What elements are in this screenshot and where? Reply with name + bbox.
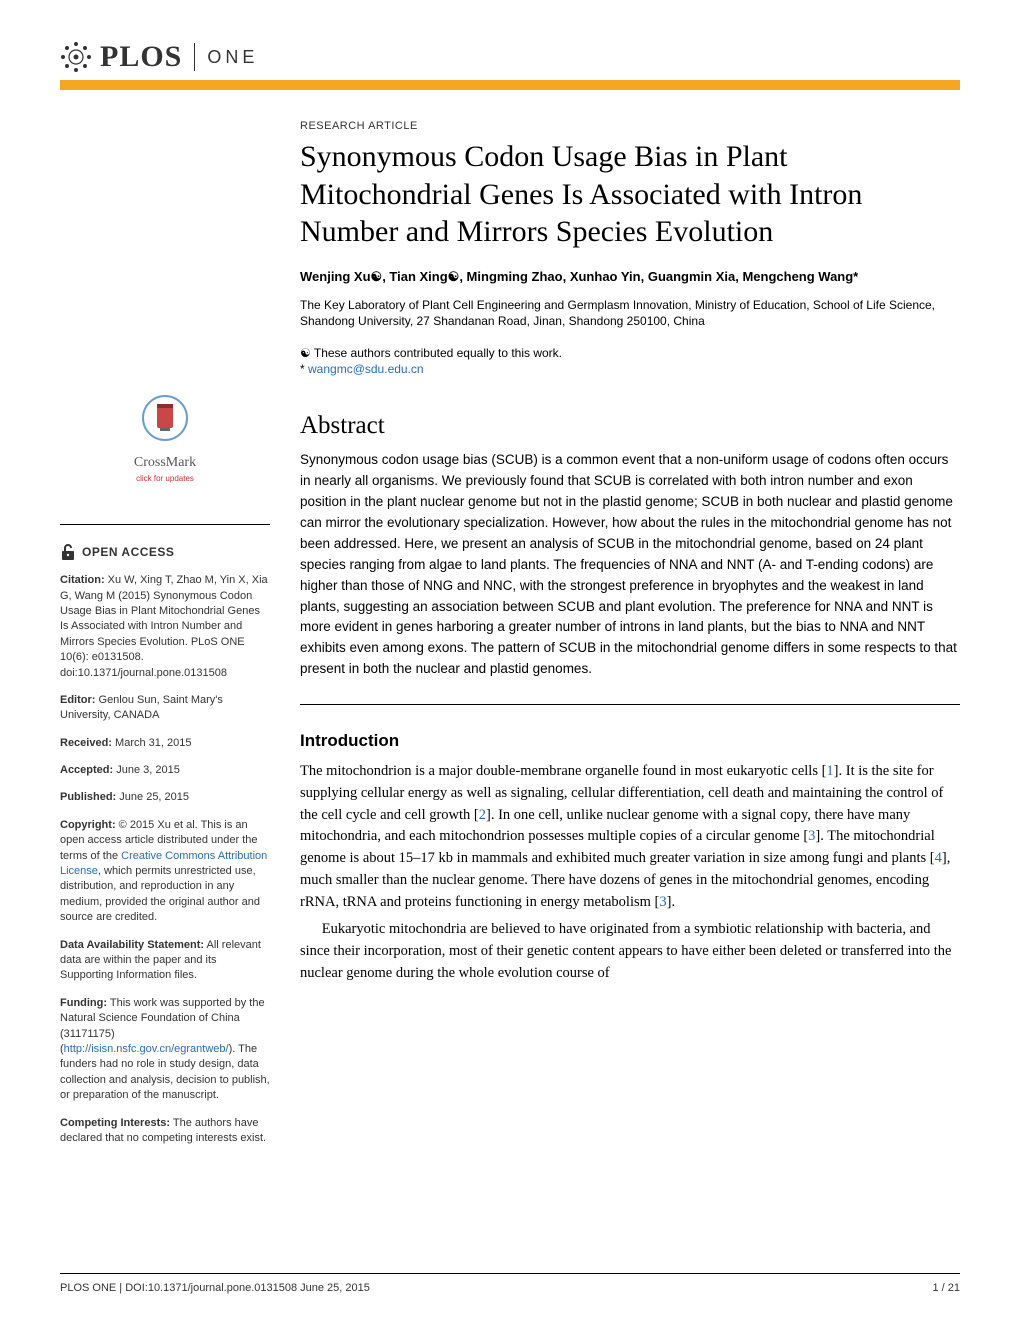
journal-header: PLOS ONE xyxy=(60,40,960,74)
header-divider xyxy=(194,43,195,71)
citation-text: Xu W, Xing T, Zhao M, Yin X, Xia G, Wang… xyxy=(60,574,268,678)
copyright-block: Copyright: © 2015 Xu et al. This is an o… xyxy=(60,818,270,926)
citation-block: Citation: Xu W, Xing T, Zhao M, Yin X, X… xyxy=(60,573,270,681)
intro-heading: Introduction xyxy=(300,731,960,751)
intro-p1-a: The mitochondrion is a major double-memb… xyxy=(300,763,826,779)
received-block: Received: March 31, 2015 xyxy=(60,736,270,751)
intro-paragraph-2: Eukaryotic mitochondria are believed to … xyxy=(300,919,960,984)
crossmark-icon xyxy=(142,390,188,446)
abstract-text: Synonymous codon usage bias (SCUB) is a … xyxy=(300,450,960,680)
crossmark-badge[interactable]: CrossMark click for updates xyxy=(60,390,270,484)
plos-logo: PLOS xyxy=(60,40,182,74)
published-label: Published: xyxy=(60,791,116,803)
accent-bar xyxy=(60,80,960,90)
crossmark-sublabel: click for updates xyxy=(60,473,270,484)
competing-label: Competing Interests: xyxy=(60,1117,170,1129)
open-access-label: OPEN ACCESS xyxy=(82,544,174,561)
open-lock-icon xyxy=(60,543,76,561)
ref-link-4[interactable]: 4 xyxy=(935,850,942,866)
funding-label: Funding: xyxy=(60,997,107,1009)
journal-name: ONE xyxy=(207,47,258,68)
open-access-row: OPEN ACCESS xyxy=(60,543,270,561)
received-label: Received: xyxy=(60,737,112,749)
correspondence-mark: * xyxy=(300,362,305,376)
copyright-label: Copyright: xyxy=(60,819,116,831)
authors-line: Wenjing Xu☯, Tian Xing☯, Mingming Zhao, … xyxy=(300,269,960,285)
footer-right: 1 / 21 xyxy=(932,1282,960,1294)
accepted-block: Accepted: June 3, 2015 xyxy=(60,763,270,778)
editor-label: Editor: xyxy=(60,694,95,706)
affiliation: The Key Laboratory of Plant Cell Enginee… xyxy=(300,297,960,331)
citation-label: Citation: xyxy=(60,574,105,586)
accepted-label: Accepted: xyxy=(60,764,113,776)
funding-link[interactable]: http://isisn.nsfc.gov.cn/egrantweb/ xyxy=(64,1043,229,1055)
crossmark-label: CrossMark xyxy=(60,453,270,473)
published-block: Published: June 25, 2015 xyxy=(60,790,270,805)
sidebar-rule xyxy=(60,524,270,525)
abstract-heading: Abstract xyxy=(300,412,960,440)
page-footer: PLOS ONE | DOI:10.1371/journal.pone.0131… xyxy=(60,1273,960,1294)
correspondence: * wangmc@sdu.edu.cn xyxy=(300,362,960,376)
brand-text: PLOS xyxy=(100,40,182,74)
intro-paragraph-1: The mitochondrion is a major double-memb… xyxy=(300,761,960,913)
article-title: Synonymous Codon Usage Bias in Plant Mit… xyxy=(300,138,960,251)
ref-link-2[interactable]: 2 xyxy=(479,807,486,823)
data-label: Data Availability Statement: xyxy=(60,939,204,951)
article-type: RESEARCH ARTICLE xyxy=(300,120,960,132)
ref-link-1[interactable]: 1 xyxy=(826,763,833,779)
correspondence-email[interactable]: wangmc@sdu.edu.cn xyxy=(308,362,424,376)
footer-left: PLOS ONE | DOI:10.1371/journal.pone.0131… xyxy=(60,1282,370,1294)
section-rule xyxy=(300,704,960,705)
ref-link-3b[interactable]: 3 xyxy=(659,894,666,910)
published-text: June 25, 2015 xyxy=(116,791,189,803)
editor-block: Editor: Genlou Sun, Saint Mary's Univers… xyxy=(60,693,270,724)
received-text: March 31, 2015 xyxy=(112,737,192,749)
funding-block: Funding: This work was supported by the … xyxy=(60,996,270,1104)
equal-contrib-note: ☯ These authors contributed equally to t… xyxy=(300,344,960,362)
sidebar: CrossMark click for updates OPEN ACCESS … xyxy=(60,120,270,1158)
article-main: RESEARCH ARTICLE Synonymous Codon Usage … xyxy=(300,120,960,1158)
data-availability-block: Data Availability Statement: All relevan… xyxy=(60,938,270,984)
competing-interests-block: Competing Interests: The authors have de… xyxy=(60,1116,270,1147)
plos-icon xyxy=(60,41,92,73)
intro-p1-f: ]. xyxy=(667,894,675,910)
accepted-text: June 3, 2015 xyxy=(113,764,180,776)
